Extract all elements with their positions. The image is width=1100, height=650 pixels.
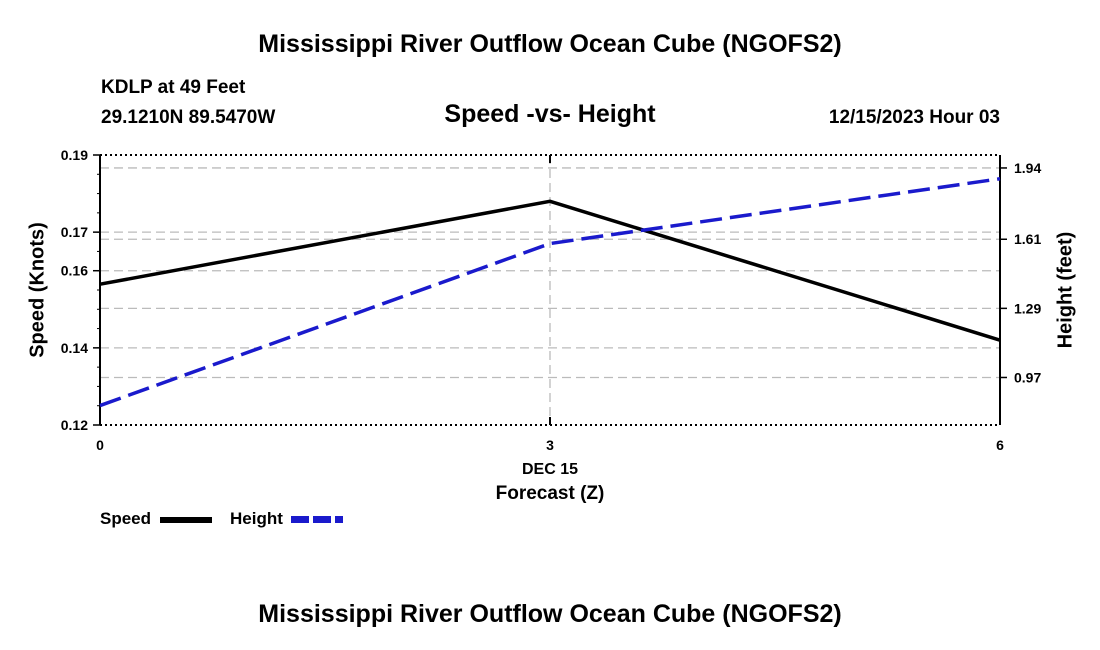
y-right-tick-label: 1.29: [1014, 300, 1041, 316]
station-label: KDLP at 49 Feet: [101, 77, 246, 98]
legend-height-swatch: [291, 516, 343, 523]
height-series-line: [99, 177, 1001, 408]
y-axis-right-label: Height (feet): [1054, 231, 1077, 349]
y-left-tick-label: 0.17: [61, 224, 88, 240]
x-tick-label: 3: [546, 437, 554, 453]
page-title-top: Mississippi River Outflow Ocean Cube (NG…: [258, 30, 842, 58]
legend-speed-swatch: [160, 517, 212, 523]
chart-title: Speed -vs- Height: [444, 100, 656, 128]
legend-speed-label: Speed: [100, 509, 152, 528]
x-tick-label: 0: [96, 437, 104, 453]
x-date-label: DEC 15: [522, 461, 578, 478]
x-tick-label: 6: [996, 437, 1004, 453]
y-right-tick-label: 1.94: [1014, 160, 1041, 176]
y-left-tick-label: 0.19: [61, 147, 88, 163]
speed-series-line: [99, 199, 1001, 342]
x-axis-label: Forecast (Z): [495, 483, 605, 504]
y-left-tick-label: 0.16: [61, 263, 88, 279]
y-left-tick-label: 0.14: [61, 340, 88, 356]
y-axis-left-label: Speed (Knots): [26, 222, 49, 358]
coordinates-label: 29.1210N 89.5470W: [101, 107, 276, 128]
y-right-tick-label: 0.97: [1014, 369, 1041, 385]
y-right-tick-label: 1.61: [1014, 231, 1041, 247]
y-left-tick-label: 0.12: [61, 417, 88, 433]
page-title-bottom: Mississippi River Outflow Ocean Cube (NG…: [258, 600, 842, 628]
datetime-label: 12/15/2023 Hour 03: [828, 107, 1000, 128]
legend-height-label: Height: [230, 509, 283, 528]
